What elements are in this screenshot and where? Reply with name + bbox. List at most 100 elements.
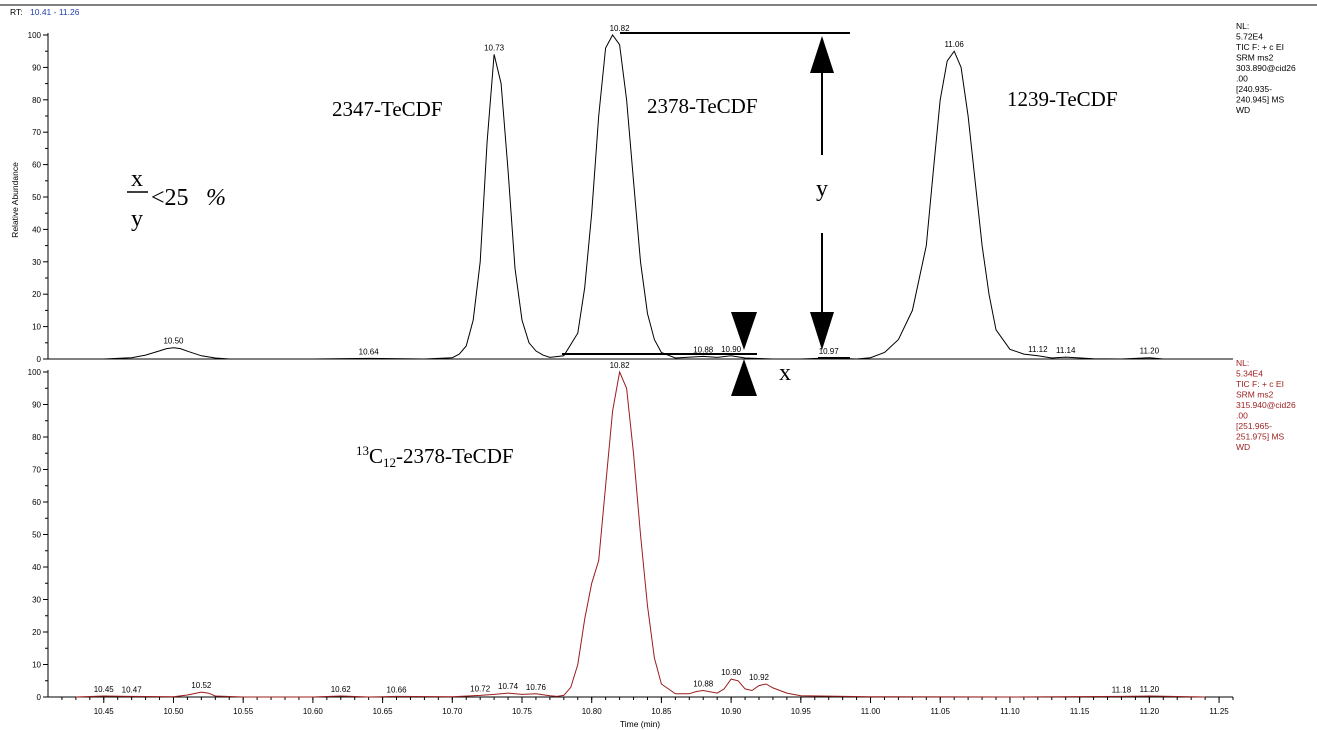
y-arrow-down-head: [810, 312, 834, 350]
y-tick-label: 0: [37, 355, 42, 364]
x-tick-label: 10.60: [303, 707, 324, 716]
y-tick-label: 40: [32, 563, 41, 572]
y-tick-label: 60: [32, 161, 41, 170]
x-tick-label: 10.90: [721, 707, 742, 716]
y-tick-label: 80: [32, 96, 41, 105]
y-arrow-up-head: [810, 36, 834, 73]
isotope-count-subscript: 12: [383, 455, 396, 470]
y-tick-label: 100: [28, 368, 42, 377]
y-tick-label: 30: [32, 596, 41, 605]
peak-label: 10.47: [122, 685, 143, 694]
x-tick-label: 10.75: [512, 707, 533, 716]
x-height-indicator: x: [562, 312, 791, 396]
peak-label: 10.90: [721, 668, 742, 677]
top-trace-line: [103, 34, 1206, 360]
peak-label: 10.64: [359, 347, 380, 356]
peak-label: 10.45: [94, 685, 115, 694]
y-tick-label: 90: [32, 401, 41, 410]
x-tick-label: 10.65: [373, 707, 394, 716]
info-line: 303.890@cid26: [1236, 63, 1296, 73]
x-tick-label: 10.85: [651, 707, 672, 716]
label-1239-tecdf: 1239-TeCDF: [1007, 87, 1118, 111]
isotope-compound-name: -2378-TeCDF: [396, 444, 514, 468]
x-tick-label: 10.95: [791, 707, 812, 716]
label-2378-tecdf: 2378-TeCDF: [647, 94, 758, 118]
info-line: TIC F: + c EI: [1236, 379, 1284, 389]
peak-label: 11.06: [944, 40, 964, 49]
y-tick-label: 90: [32, 63, 41, 72]
x-tick-label: 11.25: [1209, 707, 1229, 716]
y-axis-title: Relative Abundance: [10, 162, 20, 238]
info-line: 240.945] MS: [1236, 95, 1285, 105]
info-line: WD: [1236, 442, 1250, 452]
bottom-peak-labels: 10.45 10.47 10.52 10.62 10.66 10.72 10.74 10.76…: [94, 361, 1160, 694]
x-axis-title: Time (min): [620, 719, 660, 729]
label-13c12-2378-tecdf: 13C12-2378-TeCDF: [356, 443, 514, 470]
x-tick-label: 10.70: [442, 707, 463, 716]
peak-label: 10.52: [191, 681, 212, 690]
ratio-numerator: x: [131, 166, 143, 192]
info-line: TIC F: + c EI: [1236, 42, 1284, 52]
x-tick-label: 10.80: [582, 707, 603, 716]
peak-label: 10.66: [387, 685, 408, 694]
rt-label: RT:: [10, 7, 23, 17]
info-line: [251.965-: [1236, 421, 1272, 431]
info-line: .00: [1236, 74, 1248, 84]
info-line: 251.975] MS: [1236, 432, 1285, 442]
y-tick-label: 50: [32, 531, 41, 540]
peak-label: 10.82: [610, 361, 631, 370]
y-tick-label: 20: [32, 290, 41, 299]
y-tick-label: 10: [32, 323, 41, 332]
ratio-denominator: y: [131, 206, 143, 232]
label-2347-tecdf: 2347-TeCDF: [332, 97, 443, 121]
x-arrow-down-head: [731, 312, 757, 350]
info-line: [240.935-: [1236, 84, 1272, 94]
peak-label: 11.20: [1140, 347, 1160, 356]
peak-label: 10.82: [610, 24, 631, 33]
peak-label: 10.88: [693, 680, 714, 689]
x-tick-label: 11.20: [1140, 707, 1160, 716]
y-tick-label: 70: [32, 466, 41, 475]
x-tick-label: 11.05: [931, 707, 951, 716]
peak-label: 11.20: [1140, 685, 1160, 694]
x-arrow-up-head: [731, 359, 757, 396]
isotope-element: C: [369, 444, 383, 468]
y-tick-label: 10: [32, 661, 41, 670]
ratio-percent-sign: %: [206, 185, 226, 211]
y-indicator-label: y: [816, 176, 828, 202]
info-line: 5.72E4: [1236, 32, 1263, 42]
peak-label: 11.18: [1112, 685, 1132, 694]
peak-label: 10.97: [819, 347, 840, 356]
x-indicator-label: x: [779, 360, 791, 386]
peak-label: 10.88: [693, 345, 714, 354]
y-tick-label: 0: [37, 693, 42, 702]
info-line: NL:: [1236, 21, 1249, 31]
ratio-formula: x y <25 %: [127, 166, 226, 232]
peak-label: 10.62: [331, 685, 352, 694]
x-tick-label: 10.55: [233, 707, 254, 716]
y-height-indicator: y: [620, 32, 850, 359]
y-tick-label: 40: [32, 225, 41, 234]
rt-range: 10.41 - 11.26: [30, 7, 80, 17]
y-tick-label: 70: [32, 128, 41, 137]
y-tick-label: 30: [32, 258, 41, 267]
peak-label: 10.72: [470, 684, 491, 693]
y-tick-label: 20: [32, 628, 41, 637]
info-line: WD: [1236, 105, 1250, 115]
top-peak-labels: 10.50 10.64 10.73 10.82 10.88 10.90 10.97 11.06…: [163, 24, 1159, 356]
info-line: .00: [1236, 411, 1248, 421]
isotope-mass-superscript: 13: [356, 443, 369, 458]
peak-label: 10.50: [163, 337, 184, 346]
info-line: 5.34E4: [1236, 369, 1263, 379]
bottom-trace-line: [75, 370, 1206, 698]
peak-label: 10.76: [526, 683, 547, 692]
info-line: SRM ms2: [1236, 53, 1274, 63]
x-tick-label: 10.45: [94, 707, 115, 716]
peak-label: 11.12: [1028, 345, 1048, 354]
peak-label: 10.73: [484, 43, 505, 52]
info-line: SRM ms2: [1236, 390, 1274, 400]
peak-label: 10.74: [498, 682, 519, 691]
peak-label: 11.14: [1056, 346, 1076, 355]
info-line: 315.940@cid26: [1236, 400, 1296, 410]
